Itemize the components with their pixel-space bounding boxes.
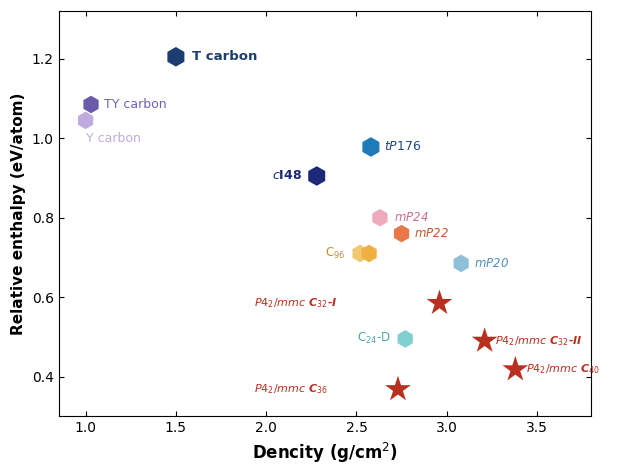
- Text: $P4_2/mmc$ C$_{40}$: $P4_2/mmc$ C$_{40}$: [526, 363, 600, 377]
- Text: C$_{96}$: C$_{96}$: [325, 246, 345, 261]
- Text: Y carbon: Y carbon: [86, 132, 140, 145]
- Text: $mP$20: $mP$20: [474, 257, 509, 270]
- Point: [510, 366, 520, 373]
- Text: C$_{24}$-D: C$_{24}$-D: [357, 331, 391, 347]
- Point: [364, 250, 374, 258]
- Point: [171, 53, 181, 60]
- Text: $P4_2/mmc$ C$_{32}$-II: $P4_2/mmc$ C$_{32}$-II: [496, 334, 583, 348]
- Point: [366, 143, 376, 151]
- Point: [480, 337, 489, 345]
- Point: [375, 214, 385, 221]
- Y-axis label: Relative enthalpy (eV/atom): Relative enthalpy (eV/atom): [11, 92, 26, 335]
- Point: [400, 335, 410, 343]
- Text: $P4_2/mmc$ C$_{32}$-I: $P4_2/mmc$ C$_{32}$-I: [253, 296, 337, 310]
- Text: T carbon: T carbon: [192, 50, 258, 63]
- Text: TY carbon: TY carbon: [104, 98, 166, 111]
- Point: [393, 386, 403, 393]
- Text: $tP$176: $tP$176: [384, 140, 421, 153]
- Text: $c$I48: $c$I48: [272, 169, 302, 182]
- Point: [355, 250, 365, 258]
- Text: $mP$24: $mP$24: [394, 211, 429, 224]
- Point: [434, 299, 444, 307]
- Text: $mP$22: $mP$22: [414, 227, 449, 240]
- Point: [456, 259, 466, 267]
- Point: [81, 117, 91, 124]
- Point: [397, 230, 407, 238]
- X-axis label: Dencity (g/cm$^2$): Dencity (g/cm$^2$): [252, 441, 398, 465]
- Text: $P4_2/mmc$ C$_{36}$: $P4_2/mmc$ C$_{36}$: [253, 382, 328, 396]
- Point: [86, 100, 96, 108]
- Point: [312, 172, 322, 180]
